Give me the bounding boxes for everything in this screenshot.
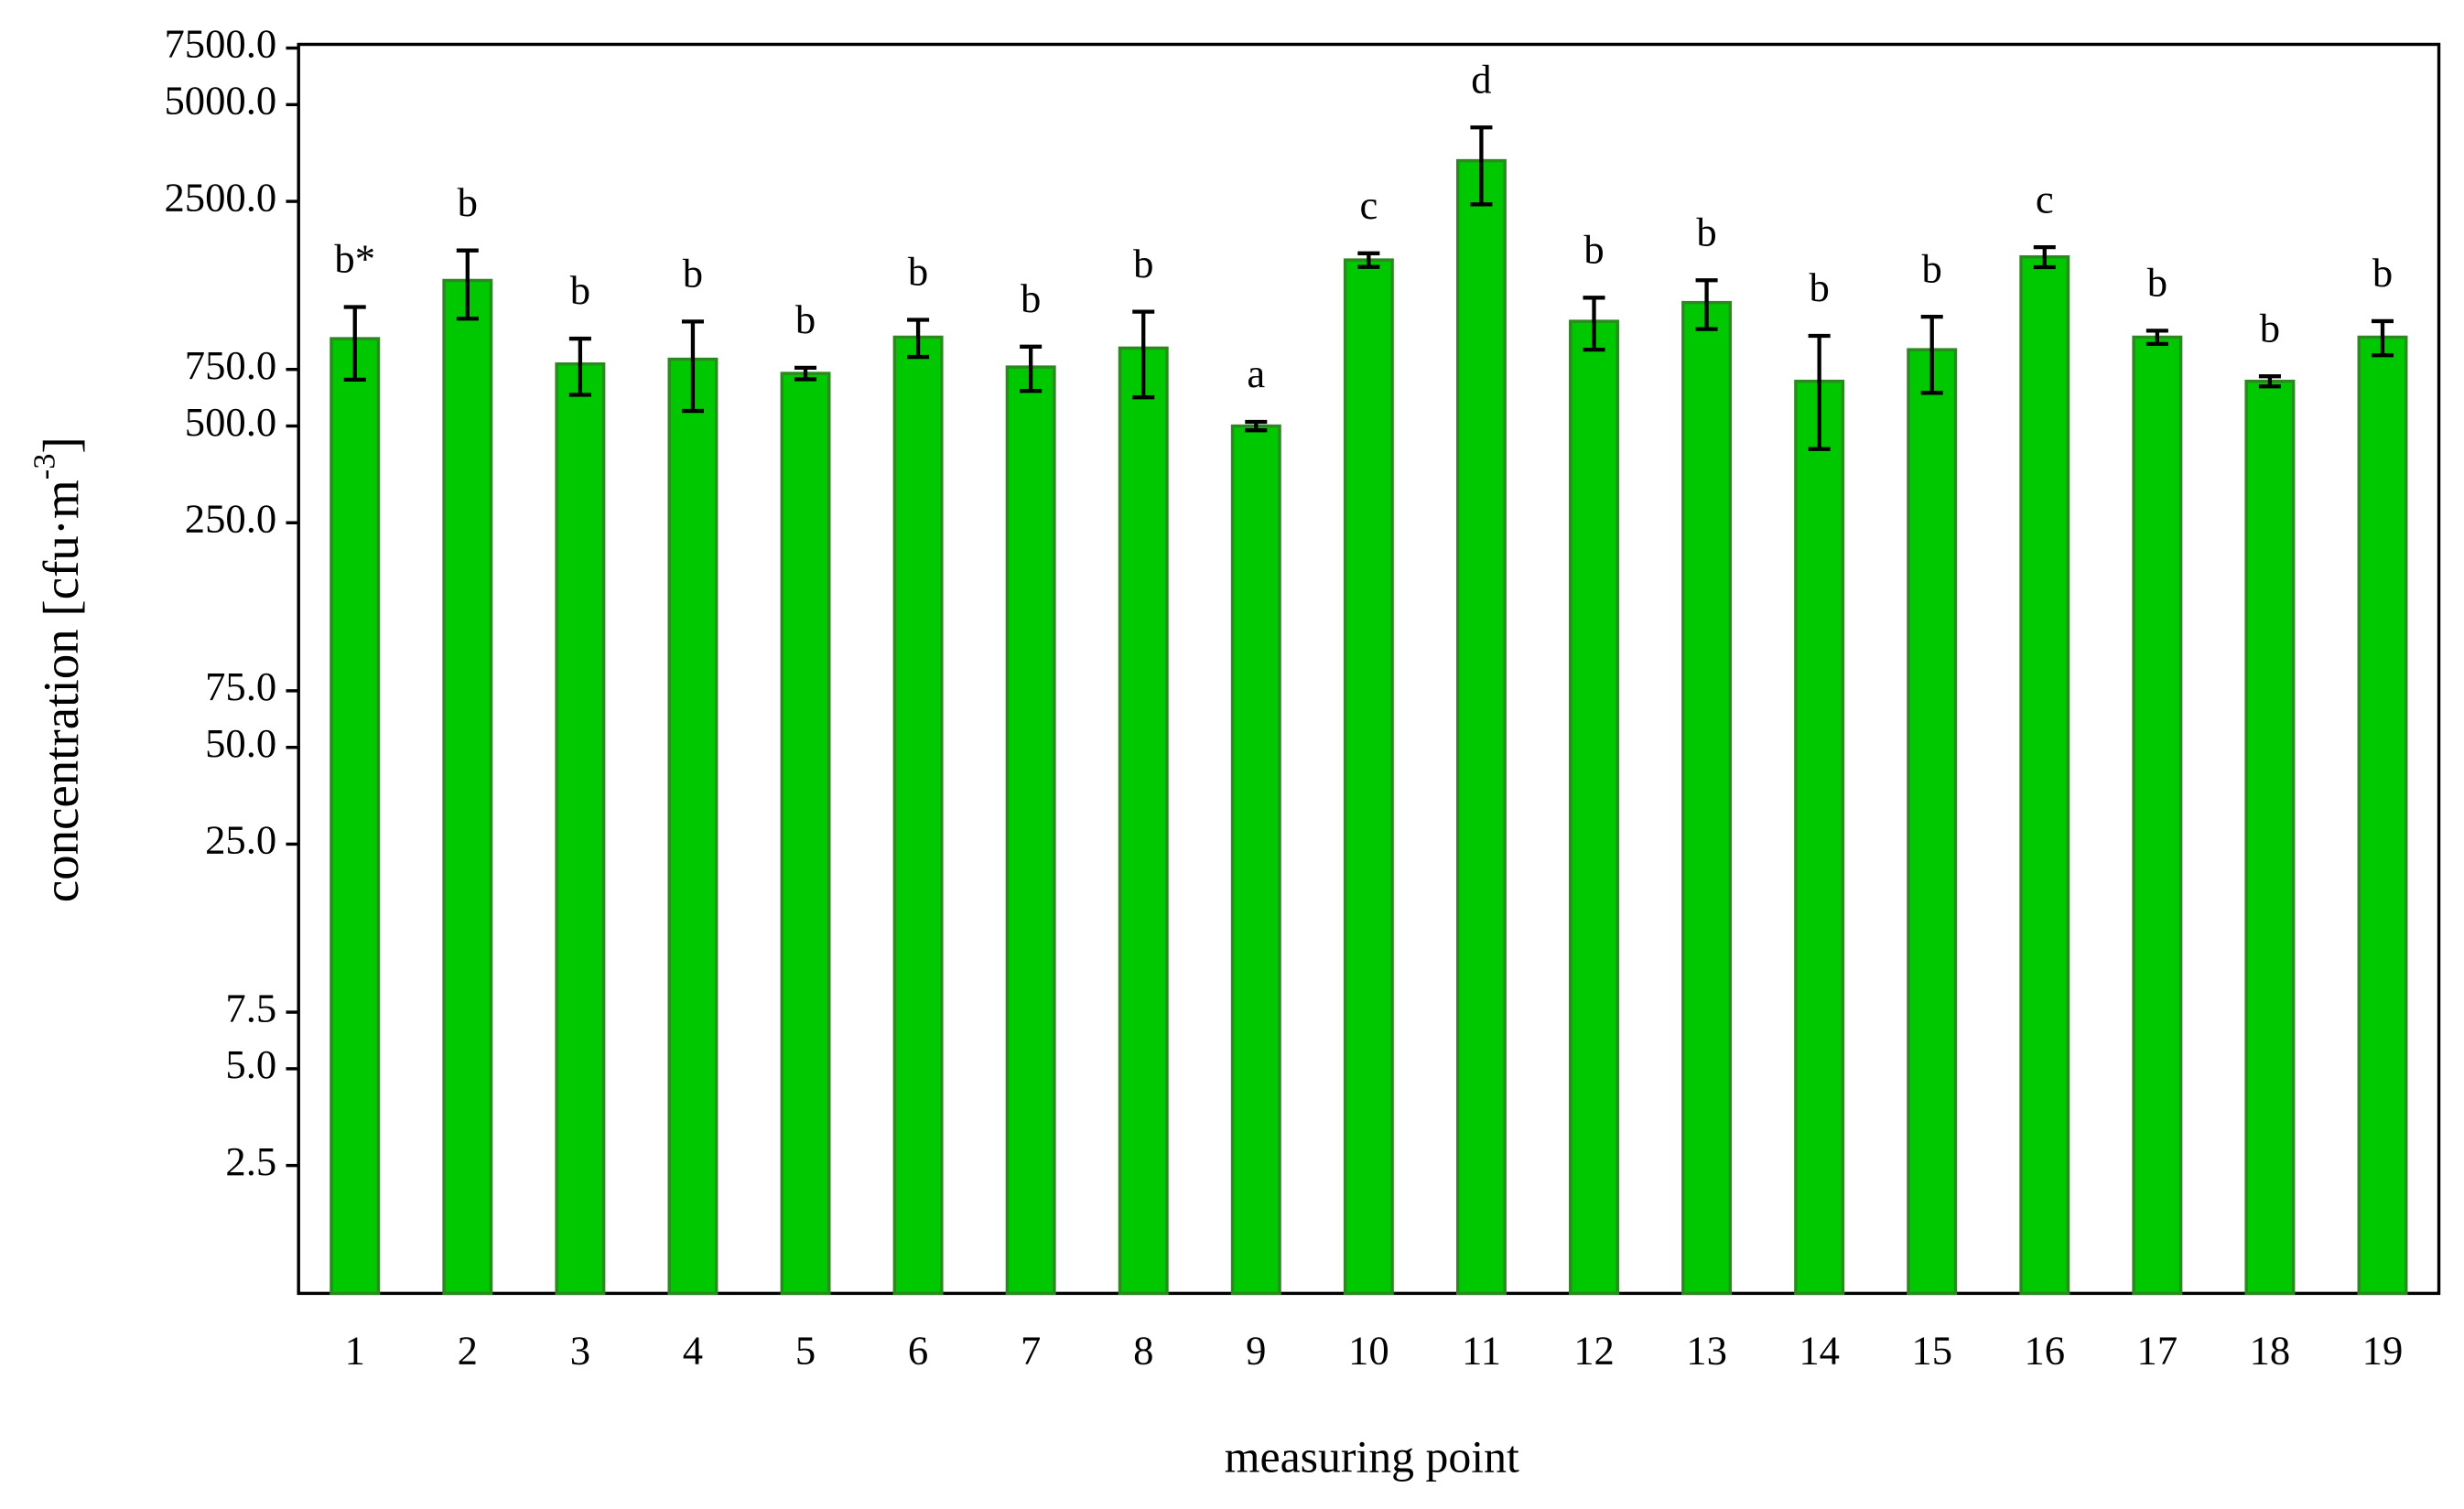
bar [2357,335,2408,1296]
annotation: b [1021,275,1041,321]
x-tick-label: 9 [1246,1328,1266,1374]
x-tick-label: 4 [683,1328,703,1374]
x-tick-label: 8 [1133,1328,1153,1374]
x-tick-label: 1 [345,1328,365,1374]
y-axis-label-sup: -3 [27,454,61,480]
x-tick-label: 10 [1348,1328,1389,1374]
x-tick-label: 19 [2362,1328,2404,1374]
x-axis-label: measuring point [1225,1431,1519,1482]
annotation: b [2260,305,2280,350]
bar [667,357,719,1296]
annotation: b* [334,236,375,282]
bar [780,372,831,1296]
x-tick-label: 17 [2137,1328,2178,1374]
bar [1343,258,1394,1296]
y-tick-label: 2.5 [225,1138,276,1184]
y-tick-label: 2500.0 [164,174,276,220]
y-axis-label-main: concentration [cfu·m [33,480,89,902]
x-tick-label: 2 [458,1328,478,1374]
bar [2244,379,2296,1296]
bar [1455,158,1507,1296]
bar [1118,346,1169,1296]
annotation: b [1133,241,1153,286]
bar [1569,319,1619,1296]
y-axis-label-end: ] [33,437,89,453]
annotation: b [795,296,816,342]
annotation: b [2147,260,2167,306]
annotation: b [1809,264,1829,310]
x-tick-label: 3 [570,1328,590,1374]
annotation: a [1247,350,1265,396]
x-tick-label: 11 [1462,1328,1501,1374]
bar [1681,300,1733,1296]
x-tick-label: 16 [2024,1328,2065,1374]
y-tick-label: 5.0 [225,1041,276,1087]
bar [330,337,381,1296]
x-tick-label: 6 [908,1328,928,1374]
x-tick-label: 13 [1686,1328,1727,1374]
annotation: b [1696,209,1716,254]
x-tick-label: 7 [1021,1328,1041,1374]
bar [1005,365,1056,1296]
annotation: b [570,267,590,313]
y-axis-label: concentration [cfu·m-3] [27,437,88,902]
y-tick-label: 7.5 [225,985,276,1030]
y-tick-label: 750.0 [185,342,276,388]
x-tick-label: 18 [2250,1328,2291,1374]
annotation: b [458,179,478,225]
y-tick-label: 5000.0 [164,78,276,124]
x-tick-label: 15 [1911,1328,1952,1374]
bar [555,361,606,1296]
annotation: b [1922,245,1942,291]
bar [1230,424,1281,1296]
y-tick-label: 250.0 [185,495,276,541]
bar [1794,379,1845,1296]
annotation: c [1359,182,1378,228]
bar [892,335,944,1296]
y-tick-label: 50.0 [205,720,276,766]
x-tick-label: 12 [1573,1328,1615,1374]
y-tick-label: 25.0 [205,817,276,863]
annotation: d [1471,56,1491,102]
bar [1907,348,1958,1296]
bar [442,278,493,1296]
annotation: b [1583,226,1604,272]
annotation: b [908,249,928,295]
bar [2019,254,2070,1296]
x-tick-label: 5 [795,1328,816,1374]
annotation: c [2036,176,2054,221]
y-tick-label: 75.0 [205,663,276,709]
annotation: b [2372,250,2393,296]
y-tick-label: 500.0 [185,399,276,445]
bar [2132,335,2183,1296]
annotation: b [683,251,703,296]
x-tick-label: 14 [1799,1328,1840,1374]
y-tick-label: 7500.0 [164,21,276,67]
